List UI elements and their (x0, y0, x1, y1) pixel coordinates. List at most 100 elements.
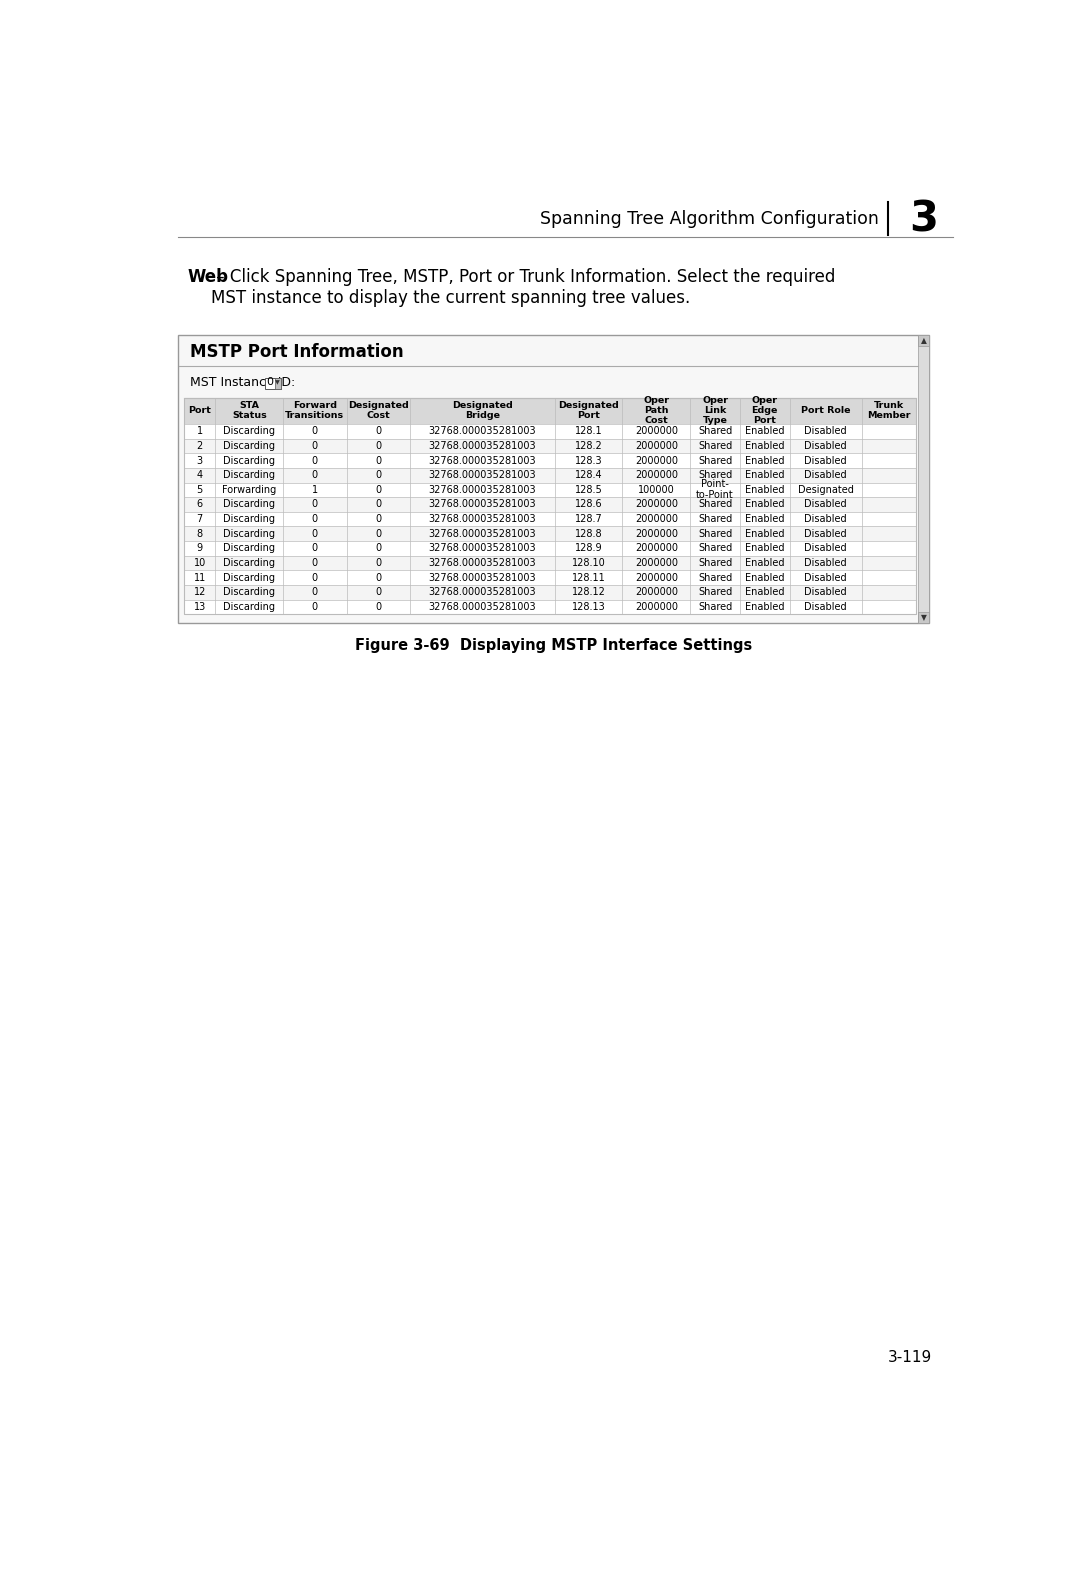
Bar (918, 612, 930, 623)
Bar (184, 424, 916, 438)
Text: 2000000: 2000000 (635, 499, 678, 510)
Bar (184, 570, 916, 586)
Text: 128.11: 128.11 (571, 573, 605, 582)
Text: 0: 0 (375, 485, 381, 495)
Text: Disabled: Disabled (805, 499, 847, 510)
Text: 0: 0 (312, 441, 318, 451)
Bar (177, 334, 930, 623)
Text: 2000000: 2000000 (635, 427, 678, 436)
Text: 32768.000035281003: 32768.000035281003 (429, 513, 536, 524)
Text: 2000000: 2000000 (635, 543, 678, 553)
Text: Port: Port (188, 407, 211, 416)
Text: Designated: Designated (798, 485, 853, 495)
Text: 0: 0 (312, 573, 318, 582)
Text: 128.10: 128.10 (571, 557, 605, 568)
Text: 0: 0 (375, 601, 381, 612)
Text: Discarding: Discarding (224, 513, 275, 524)
Text: Disabled: Disabled (805, 427, 847, 436)
Text: Enabled: Enabled (745, 587, 784, 597)
Text: 128.8: 128.8 (575, 529, 603, 539)
Text: 2000000: 2000000 (635, 587, 678, 597)
Text: 0: 0 (375, 441, 381, 451)
Text: 4: 4 (197, 471, 203, 480)
Text: 32768.000035281003: 32768.000035281003 (429, 455, 536, 466)
Text: 2000000: 2000000 (635, 513, 678, 524)
Text: Enabled: Enabled (745, 601, 784, 612)
Text: Enabled: Enabled (745, 471, 784, 480)
Text: Shared: Shared (698, 587, 732, 597)
Text: 0: 0 (312, 557, 318, 568)
Text: 32768.000035281003: 32768.000035281003 (429, 427, 536, 436)
Text: Spanning Tree Algorithm Configuration: Spanning Tree Algorithm Configuration (540, 210, 879, 228)
Text: 128.3: 128.3 (575, 455, 603, 466)
Text: 0: 0 (375, 499, 381, 510)
Text: 3: 3 (197, 455, 203, 466)
Text: 5: 5 (197, 485, 203, 495)
Text: Enabled: Enabled (745, 513, 784, 524)
Text: 32768.000035281003: 32768.000035281003 (429, 529, 536, 539)
Text: 2000000: 2000000 (635, 557, 678, 568)
Text: 3-119: 3-119 (888, 1350, 932, 1364)
Text: Enabled: Enabled (745, 557, 784, 568)
Text: 0: 0 (267, 377, 273, 388)
Text: Enabled: Enabled (745, 455, 784, 466)
Text: Point-
to-Point: Point- to-Point (697, 479, 734, 501)
Text: Enabled: Enabled (745, 499, 784, 510)
Text: 32768.000035281003: 32768.000035281003 (429, 471, 536, 480)
Text: 0: 0 (312, 543, 318, 553)
Text: 2000000: 2000000 (635, 471, 678, 480)
Text: 128.2: 128.2 (575, 441, 603, 451)
Text: 6: 6 (197, 499, 203, 510)
Text: Disabled: Disabled (805, 543, 847, 553)
Bar (918, 334, 930, 347)
Text: 0: 0 (375, 427, 381, 436)
Text: 128.1: 128.1 (575, 427, 603, 436)
Bar (184, 454, 916, 468)
Text: STA
Status: STA Status (232, 402, 267, 421)
Text: Shared: Shared (698, 529, 732, 539)
Text: 7: 7 (197, 513, 203, 524)
Text: 32768.000035281003: 32768.000035281003 (429, 557, 536, 568)
Text: Oper
Edge
Port: Oper Edge Port (752, 396, 778, 425)
Text: Discarding: Discarding (224, 471, 275, 480)
Text: 12: 12 (193, 587, 206, 597)
Bar (184, 512, 916, 526)
Text: 32768.000035281003: 32768.000035281003 (429, 587, 536, 597)
Bar (184, 498, 916, 512)
Text: Disabled: Disabled (805, 573, 847, 582)
Text: 0: 0 (312, 471, 318, 480)
Text: Figure 3-69  Displaying MSTP Interface Settings: Figure 3-69 Displaying MSTP Interface Se… (355, 637, 752, 653)
Text: 0: 0 (312, 455, 318, 466)
Text: 32768.000035281003: 32768.000035281003 (429, 499, 536, 510)
Text: Enabled: Enabled (745, 485, 784, 495)
Text: 0: 0 (375, 471, 381, 480)
Bar (266, 378, 281, 389)
Text: Discarding: Discarding (224, 455, 275, 466)
Text: 0: 0 (375, 587, 381, 597)
Text: Enabled: Enabled (745, 573, 784, 582)
Text: 0: 0 (375, 455, 381, 466)
Text: Oper
Link
Type: Oper Link Type (702, 396, 728, 425)
Bar (184, 600, 916, 614)
Text: 2000000: 2000000 (635, 601, 678, 612)
Text: Discarding: Discarding (224, 587, 275, 597)
Text: 32768.000035281003: 32768.000035281003 (429, 543, 536, 553)
Text: Disabled: Disabled (805, 601, 847, 612)
Text: Discarding: Discarding (224, 427, 275, 436)
Text: 0: 0 (375, 529, 381, 539)
Text: 9: 9 (197, 543, 203, 553)
Text: Oper
Path
Cost: Oper Path Cost (644, 396, 670, 425)
Text: Enabled: Enabled (745, 543, 784, 553)
Text: Discarding: Discarding (224, 529, 275, 539)
Text: 128.7: 128.7 (575, 513, 603, 524)
Text: Forward
Transitions: Forward Transitions (285, 402, 345, 421)
Text: 2000000: 2000000 (635, 441, 678, 451)
Text: 1: 1 (197, 427, 203, 436)
Text: 100000: 100000 (638, 485, 675, 495)
Text: 128.13: 128.13 (571, 601, 605, 612)
Text: 0: 0 (312, 499, 318, 510)
Text: – Click Spanning Tree, MSTP, Port or Trunk Information. Select the required
MST : – Click Spanning Tree, MSTP, Port or Tru… (211, 268, 835, 306)
Text: Shared: Shared (698, 471, 732, 480)
Text: Disabled: Disabled (805, 529, 847, 539)
Bar (184, 586, 916, 600)
